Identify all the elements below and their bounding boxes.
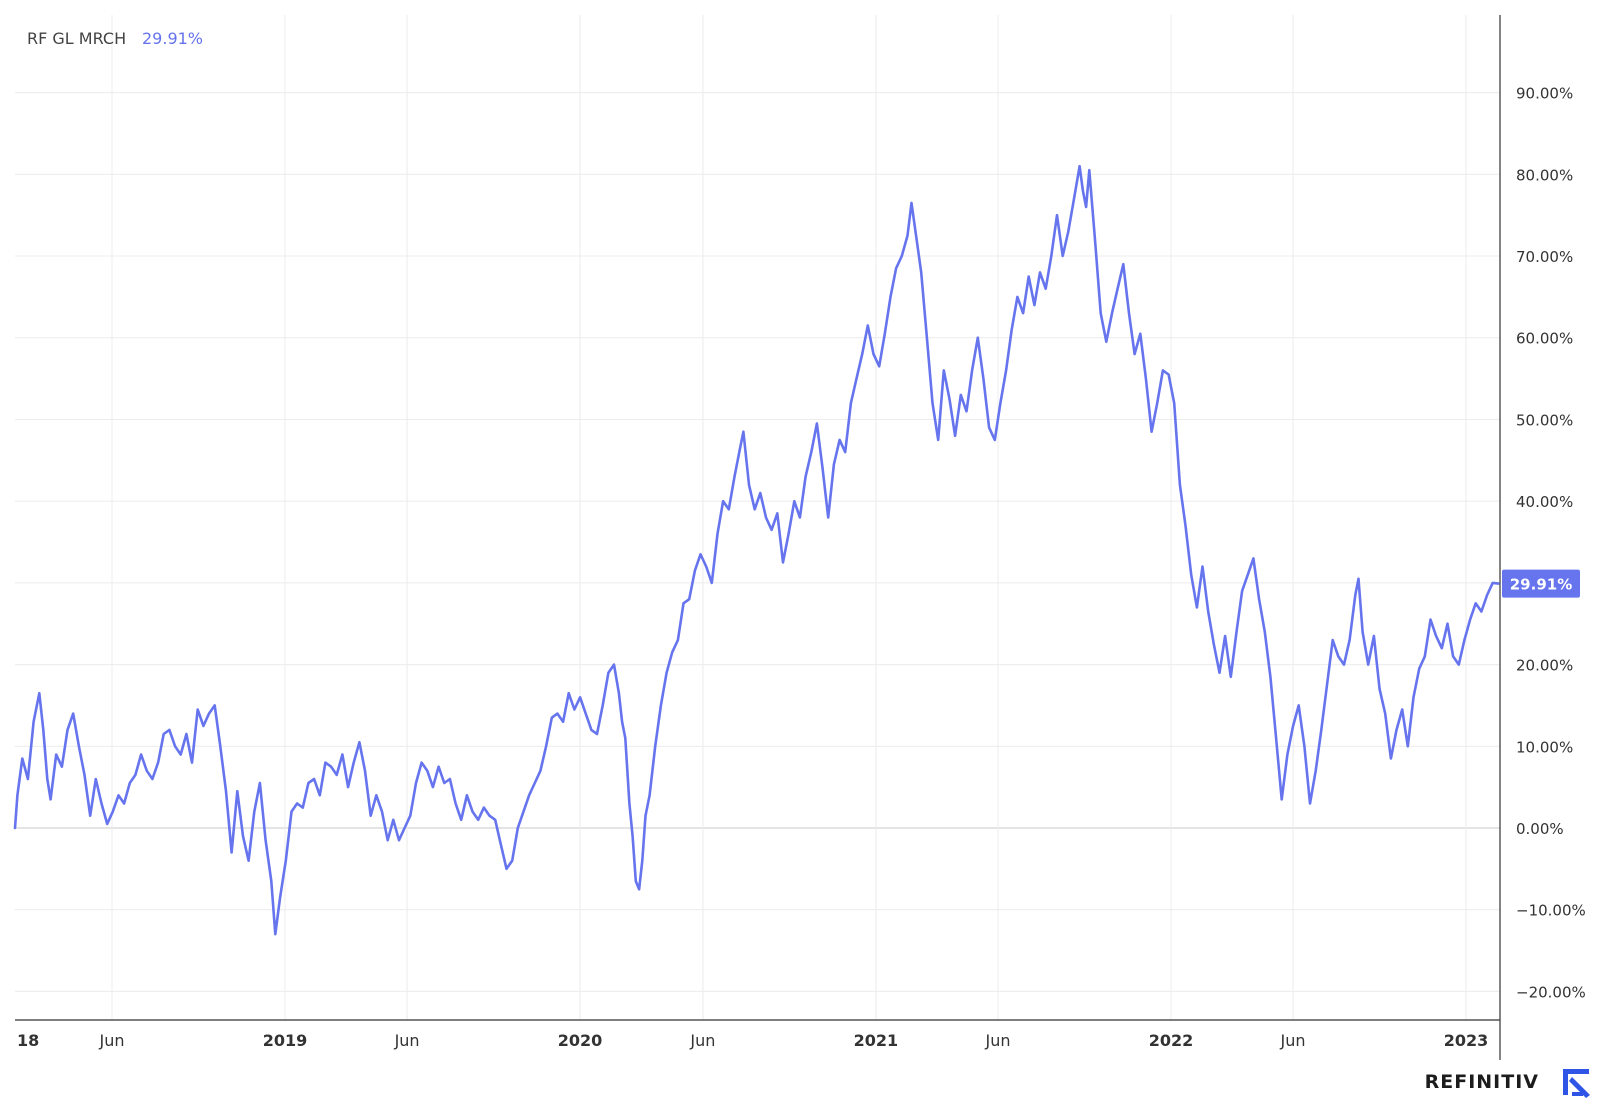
y-tick-label: 10.00% [1516, 738, 1573, 756]
y-tick-label: 0.00% [1516, 820, 1564, 838]
series-layer [13, 164, 1500, 936]
y-tick-label: 40.00% [1516, 493, 1573, 511]
x-tick-label: Jun [984, 1031, 1010, 1050]
labels: 90.00%80.00%70.00%60.00%50.00%40.00%30.0… [17, 29, 1586, 1050]
legend-value: 29.91% [142, 29, 203, 48]
x-tick-label: Jun [689, 1031, 715, 1050]
x-tick-label: 18 [17, 1031, 39, 1050]
x-tick-label: 2019 [263, 1031, 308, 1050]
x-tick-label: Jun [1280, 1031, 1306, 1050]
x-tick-label: 2020 [558, 1031, 603, 1050]
last-value-tag [1502, 569, 1580, 598]
x-tick-label: 2023 [1444, 1031, 1489, 1050]
refinitiv-logo-icon [1563, 1069, 1590, 1098]
y-tick-label: −10.00% [1516, 902, 1586, 920]
y-tick-label: 80.00% [1516, 166, 1573, 184]
y-tick-label: 90.00% [1516, 85, 1573, 103]
y-tick-label: 20.00% [1516, 657, 1573, 675]
y-tick-label: −20.00% [1516, 983, 1586, 1001]
refinitiv-wordmark: REFINITIV [1424, 1071, 1539, 1093]
x-tick-label: 2021 [854, 1031, 899, 1050]
x-tick-label: Jun [99, 1031, 125, 1050]
y-tick-label: 60.00% [1516, 330, 1573, 348]
x-tick-label: 2022 [1149, 1031, 1194, 1050]
grid-lines [15, 15, 1500, 1020]
last-value-label: 29.91% [1510, 576, 1572, 594]
y-tick-label: 50.00% [1516, 411, 1573, 429]
axes [15, 15, 1501, 1060]
y-tick-label: 70.00% [1516, 248, 1573, 266]
legend-symbol: RF GL MRCH [27, 29, 126, 48]
series-line[interactable] [13, 164, 1500, 936]
x-tick-label: Jun [394, 1031, 420, 1050]
